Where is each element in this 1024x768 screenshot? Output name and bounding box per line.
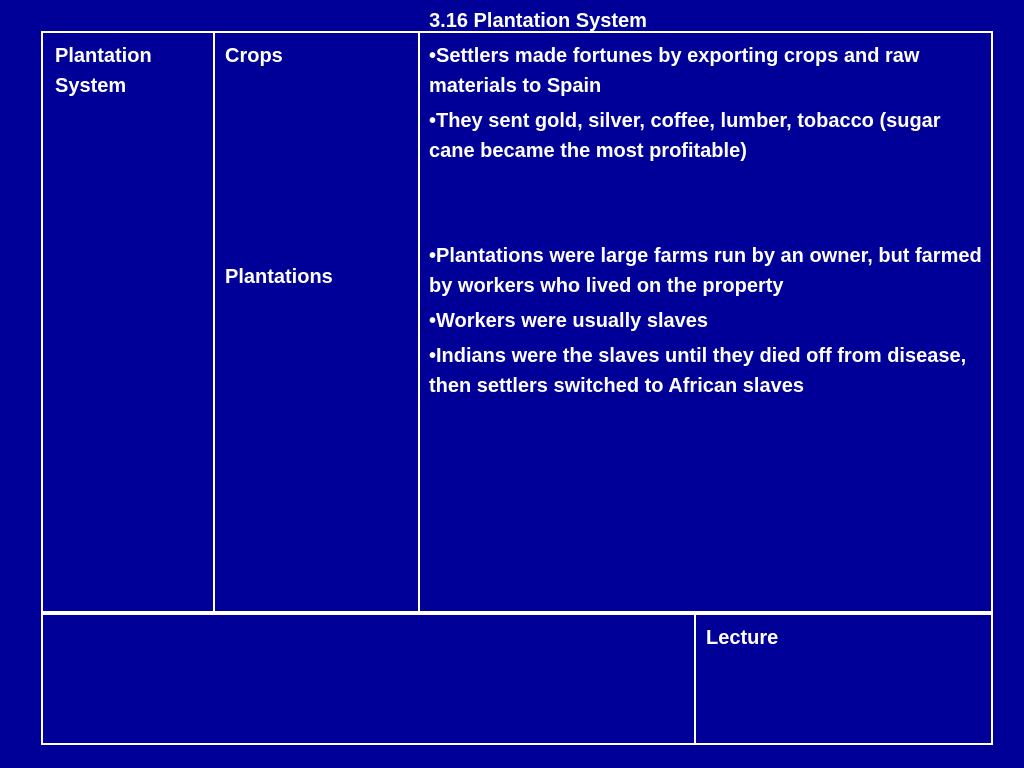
divider-topic-sections (213, 33, 215, 611)
summary-cell (43, 615, 694, 743)
note-item: •Indians were the slaves until they died… (429, 345, 967, 397)
note-item: •Plantations were large farms run by an … (429, 245, 982, 297)
slide-title: 3.16 Plantation System (429, 10, 647, 32)
note-item: •They sent gold, silver, coffee, lumber,… (429, 110, 941, 162)
section-label-plantations: Plantations (225, 266, 333, 288)
topic-cell: Plantation System (43, 33, 213, 611)
divider-summary-source (694, 615, 696, 743)
sections-cell: Crops Plantations (215, 33, 418, 611)
source-label: Lecture (706, 627, 779, 649)
topic-label: Plantation System (55, 45, 152, 97)
notes-table: Plantation System Crops Plantations •Set… (41, 31, 993, 745)
source-cell: Lecture (696, 615, 991, 743)
note-item: •Workers were usually slaves (429, 310, 709, 332)
section-label-crops: Crops (225, 45, 283, 67)
notes-spacer (429, 171, 983, 241)
note-item: •Settlers made fortunes by exporting cro… (429, 45, 920, 97)
divider-sections-notes (418, 33, 420, 611)
notes-cell: •Settlers made fortunes by exporting cro… (420, 33, 991, 611)
divider-rows (43, 611, 991, 615)
